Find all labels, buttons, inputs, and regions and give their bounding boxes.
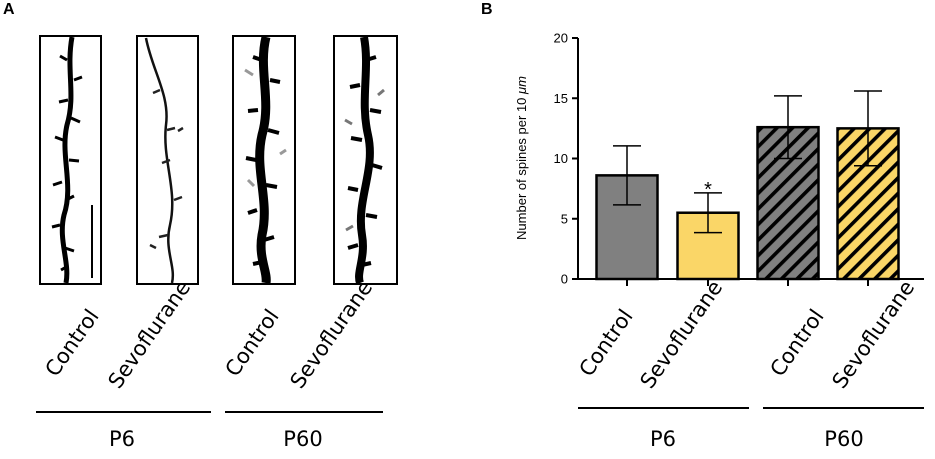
error-bars: * [613, 90, 882, 234]
panel-a-letter: A [3, 1, 15, 18]
spines [245, 55, 281, 266]
panel-b-group-label-p6: P6 [650, 427, 676, 451]
panel-a-label-p60-control: Control [220, 305, 283, 381]
spine-density-chart: 0 5 10 15 20 * Number of spines per 10 μm [514, 31, 924, 287]
y-axis-label: Number of spines per 10 μm [514, 76, 529, 240]
y-axis-label-unit: μm [514, 76, 529, 95]
x-axis-ticks [626, 279, 869, 286]
panel-b-letter: B [481, 1, 493, 18]
micrograph-p60-sevoflurane [333, 35, 398, 285]
y-axis-label-main: Number of spines per 10 [514, 94, 529, 240]
y-tick-label: 20 [554, 31, 568, 46]
panel-b-label-p60-control: Control [765, 305, 828, 381]
dendrite-shape [255, 35, 271, 284]
spines [149, 88, 184, 250]
dendrite-shape [355, 36, 374, 285]
micrograph-p6-sevoflurane [136, 35, 199, 285]
spines [347, 55, 383, 267]
panel-a-label-p60-sevoflurane: Sevoflurane [285, 276, 377, 393]
y-tick-label: 10 [554, 151, 568, 166]
bars [595, 125, 900, 281]
panel-a-label-p6-control: Control [40, 305, 103, 381]
micrograph-p60-control [232, 35, 296, 285]
panel-b-label-p6-control: Control [574, 305, 637, 381]
panel-b-group-label-p60: P60 [824, 427, 863, 451]
spines [51, 54, 83, 272]
dendrite-shape [144, 37, 175, 284]
micrograph-p6-control [39, 35, 102, 285]
y-tick-label: 0 [561, 272, 568, 287]
y-tick-label: 5 [561, 211, 568, 226]
panel-a-group-label-p6: P6 [109, 427, 135, 451]
y-tick-label: 15 [554, 91, 568, 106]
panel-a-group-label-p60: P60 [283, 427, 322, 451]
panel-b-label-p6-sevoflurane: Sevoflurane [635, 276, 727, 393]
panel-b-label-p60-sevoflurane: Sevoflurane [827, 276, 919, 393]
dendrite-shape [59, 36, 75, 284]
panel-a-label-p6-sevoflurane: Sevoflurane [103, 276, 195, 393]
significance-marker: * [704, 179, 712, 201]
y-axis-ticks: 0 5 10 15 20 [554, 31, 578, 287]
